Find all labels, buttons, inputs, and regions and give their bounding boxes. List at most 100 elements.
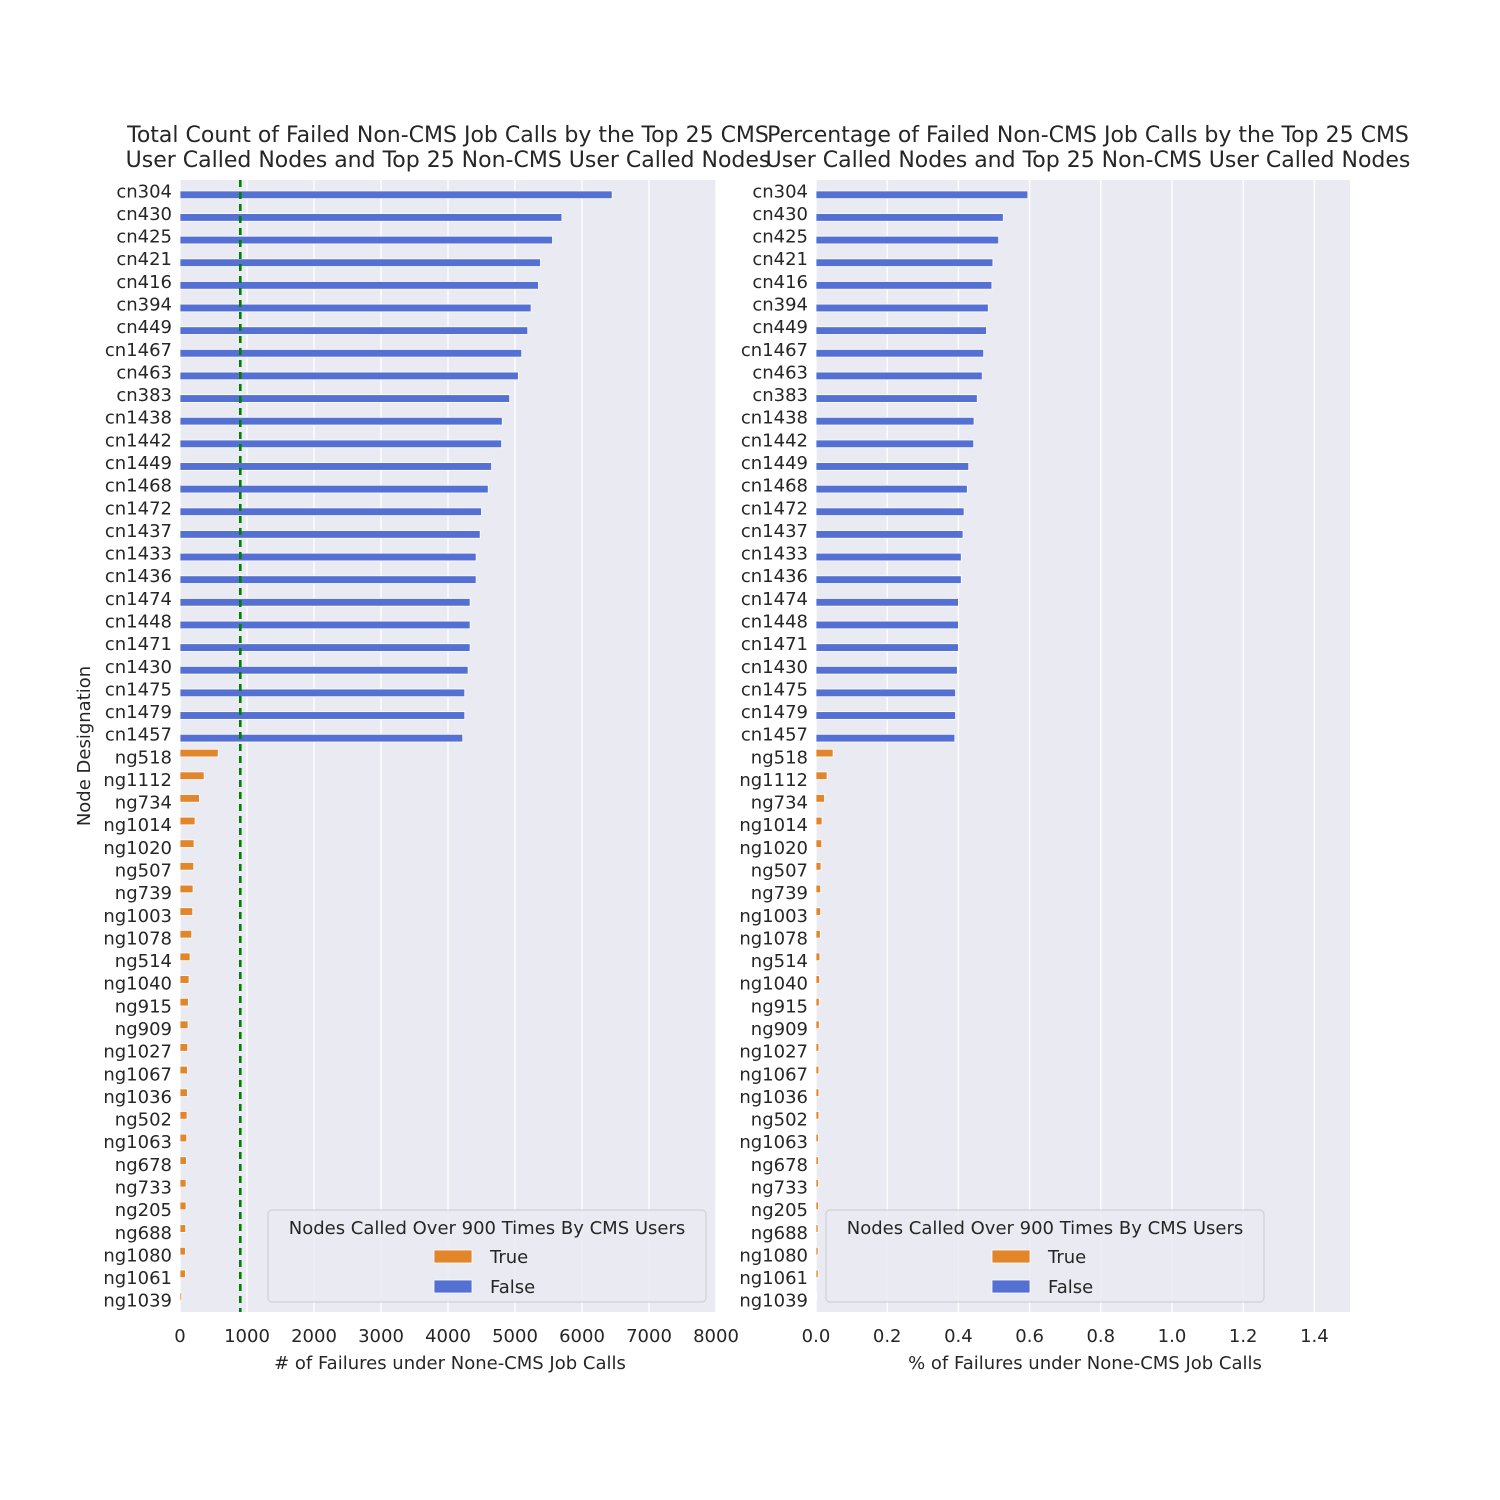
y-tick-label: ng915 xyxy=(751,996,808,1017)
bar-ng1080-true xyxy=(179,1246,186,1256)
bar-ng734-true xyxy=(179,794,200,803)
bar-ng205-true xyxy=(815,1201,819,1211)
bar-cn1457-false xyxy=(815,733,956,743)
x-tick-label: 1.4 xyxy=(1300,1326,1329,1347)
bar-cn1471-false xyxy=(179,643,471,652)
y-tick-label: ng1067 xyxy=(103,1064,172,1085)
bar-cn304-false xyxy=(179,190,613,200)
y-tick-label: ng1061 xyxy=(103,1268,172,1289)
y-tick-label: cn1457 xyxy=(105,725,172,746)
legend-title: Nodes Called Over 900 Times By CMS Users xyxy=(289,1218,686,1239)
bar-ng1040-true xyxy=(815,975,820,984)
y-tick-label: cn425 xyxy=(752,227,808,248)
bar-ng909-true xyxy=(179,1020,189,1030)
chart-title-line2: User Called Nodes and Top 25 Non-CMS Use… xyxy=(126,148,771,173)
y-tick-label: ng1039 xyxy=(103,1291,172,1312)
bar-ng733-true xyxy=(815,1178,819,1188)
y-tick-label: ng1080 xyxy=(103,1245,172,1266)
x-tick-label: 1.0 xyxy=(1158,1326,1187,1347)
bar-ng1036-true xyxy=(179,1088,188,1097)
y-tick-label: cn1479 xyxy=(105,702,172,723)
bar-ng1061-true xyxy=(815,1269,819,1279)
y-tick-label: cn1471 xyxy=(105,634,172,655)
y-tick-label: ng1080 xyxy=(739,1245,808,1266)
bar-ng733-true xyxy=(179,1178,187,1188)
x-tick-label: 0.6 xyxy=(1015,1326,1044,1347)
y-tick-label: cn304 xyxy=(116,181,172,202)
x-axis-label: % of Failures under None-CMS Job Calls xyxy=(908,1353,1262,1374)
legend-frame xyxy=(267,1209,707,1303)
bar-cn394-false xyxy=(815,303,989,313)
chart-title-line2: User Called Nodes and Top 25 Non-CMS Use… xyxy=(766,148,1411,173)
bar-cn416-false xyxy=(179,281,539,290)
bar-cn1467-false xyxy=(179,349,523,358)
bar-ng1027-true xyxy=(815,1043,820,1052)
x-tick-label: 0.4 xyxy=(944,1326,973,1347)
bar-cn1437-false xyxy=(179,530,481,539)
bar-cn1436-false xyxy=(179,575,477,584)
bar-cn425-false xyxy=(815,235,1000,245)
y-tick-label: cn383 xyxy=(116,385,172,406)
legend-entry-true: True xyxy=(1047,1247,1086,1268)
y-tick-label: ng915 xyxy=(115,996,172,1017)
y-tick-label: ng909 xyxy=(751,1019,808,1040)
y-tick-label: cn1430 xyxy=(741,657,808,678)
x-tick-label: 4000 xyxy=(425,1326,471,1347)
y-tick-label: cn1442 xyxy=(741,430,808,451)
bar-cn421-false xyxy=(815,258,994,267)
bar-ng502-true xyxy=(815,1111,820,1120)
y-tick-label: ng507 xyxy=(115,861,172,882)
bar-ng518-true xyxy=(179,748,219,758)
y-tick-label: ng1020 xyxy=(739,838,808,859)
legend-swatch-false xyxy=(991,1279,1031,1294)
x-tick-label: 2000 xyxy=(291,1326,337,1347)
y-tick-label: cn1436 xyxy=(105,566,172,587)
y-tick-label: ng739 xyxy=(751,883,808,904)
y-tick-label: ng1039 xyxy=(739,1291,808,1312)
y-tick-label: ng733 xyxy=(751,1177,808,1198)
bar-ng1067-true xyxy=(815,1065,820,1075)
y-tick-label: cn394 xyxy=(752,295,808,316)
bar-ng1112-true xyxy=(815,771,828,780)
bar-ng502-true xyxy=(179,1111,188,1120)
bar-ng1112-true xyxy=(179,771,205,780)
bar-ng739-true xyxy=(179,884,194,894)
y-tick-label: cn1433 xyxy=(741,544,808,565)
y-tick-label: cn1438 xyxy=(105,408,172,429)
bar-cn1475-false xyxy=(179,688,466,698)
legend-swatch-true xyxy=(991,1249,1031,1264)
y-tick-label: cn1436 xyxy=(741,566,808,587)
bar-cn421-false xyxy=(179,258,541,267)
bar-cn1448-false xyxy=(179,620,471,630)
y-tick-label: cn1475 xyxy=(741,679,808,700)
chart-title-line1: Total Count of Failed Non-CMS Job Calls … xyxy=(126,123,769,148)
legend-swatch-false xyxy=(433,1279,473,1294)
bar-ng1061-true xyxy=(179,1269,186,1279)
y-tick-label: cn1474 xyxy=(741,589,808,610)
y-tick-label: cn430 xyxy=(752,204,808,225)
bar-cn1442-false xyxy=(815,439,975,449)
bar-ng739-true xyxy=(815,884,822,894)
y-tick-label: cn1448 xyxy=(741,611,808,632)
legend-title: Nodes Called Over 900 Times By CMS Users xyxy=(847,1218,1244,1239)
y-tick-label: ng1003 xyxy=(103,906,172,927)
y-tick-label: cn1468 xyxy=(105,476,172,497)
x-tick-label: 7000 xyxy=(626,1326,672,1347)
bar-cn430-false xyxy=(815,213,1004,222)
bar-ng915-true xyxy=(815,997,820,1007)
x-tick-label: 1.2 xyxy=(1229,1326,1258,1347)
legend-entry-false: False xyxy=(490,1277,535,1298)
y-tick-label: ng1014 xyxy=(103,815,172,836)
y-tick-label: cn1467 xyxy=(105,340,172,361)
bar-cn1437-false xyxy=(815,530,964,539)
y-tick-label: cn416 xyxy=(752,272,808,293)
bar-ng507-true xyxy=(179,862,195,871)
y-tick-label: ng1036 xyxy=(739,1087,808,1108)
y-tick-label: cn1472 xyxy=(105,498,172,519)
y-tick-label: ng1078 xyxy=(103,928,172,949)
bar-cn1472-false xyxy=(179,507,482,516)
bar-ng1039-true xyxy=(179,1292,183,1301)
y-tick-label: cn430 xyxy=(116,204,172,225)
bar-ng1063-true xyxy=(179,1133,188,1143)
x-tick-label: 0 xyxy=(174,1326,185,1347)
